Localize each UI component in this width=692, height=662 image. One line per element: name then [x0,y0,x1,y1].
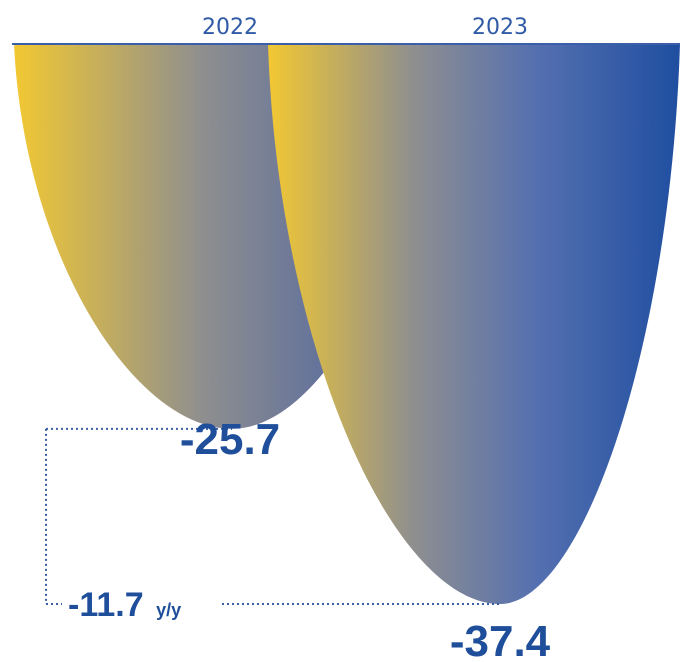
change-value: -11.7 [68,586,144,624]
change-label: -11.7 y/y [68,586,181,624]
change-connector [45,427,500,605]
change-unit: y/y [156,600,181,620]
bars-layer [14,44,680,604]
bar-2023 [268,44,680,604]
value-label-2022: -25.7 [180,415,280,464]
year-label-2023: 2023 [472,15,528,40]
year-label-2022: 2022 [202,15,258,40]
value-label-2023: -37.4 [450,617,551,662]
